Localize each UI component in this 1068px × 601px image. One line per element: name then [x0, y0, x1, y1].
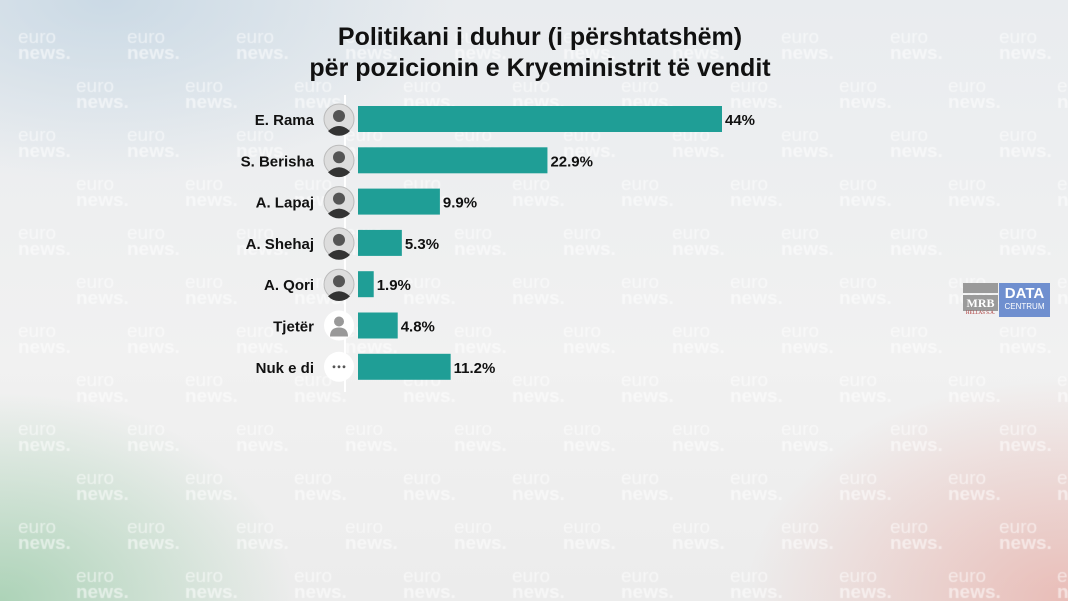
category-label: Tjetër: [273, 319, 314, 336]
value-label: 22.9%: [550, 153, 593, 170]
category-label: A. Shehaj: [246, 236, 314, 253]
value-label: 4.8%: [401, 319, 435, 336]
avatar-body: [328, 208, 350, 219]
ellipsis-dot: [342, 365, 346, 369]
logo-centrum: CENTRUM: [1004, 302, 1045, 311]
avatar-head: [333, 233, 345, 246]
bar: [358, 188, 440, 215]
logo-hellas: HELLAS S.A.: [965, 311, 996, 316]
value-label: 5.3%: [405, 236, 439, 253]
value-label: 9.9%: [443, 195, 477, 212]
category-label: Nuk e di: [256, 360, 314, 377]
person-icon-body: [330, 327, 348, 337]
bar: [358, 312, 398, 339]
avatar-head: [333, 151, 345, 164]
bar: [358, 353, 451, 380]
logo-data: DATA: [1004, 285, 1045, 302]
value-label: 44%: [725, 112, 755, 129]
value-label: 11.2%: [454, 360, 496, 377]
category-label: S. Berisha: [241, 153, 315, 170]
person-icon-head: [334, 316, 344, 327]
category-label: E. Rama: [255, 112, 315, 129]
avatar-head: [333, 192, 345, 205]
logo-data-centrum: DATA CENTRUM: [999, 283, 1050, 317]
bar: [358, 271, 374, 298]
bar: [358, 106, 722, 132]
logo-bar: [963, 283, 998, 293]
avatar-body: [328, 167, 350, 178]
avatar-body: [328, 291, 350, 302]
ellipsis-dot: [332, 365, 336, 369]
bar: [358, 147, 548, 174]
ellipsis-dot: [337, 365, 341, 369]
category-label: A. Qori: [264, 277, 314, 294]
avatar-body: [328, 126, 350, 136]
chart-title: Politikani i duhur (i përshtatshëm) për …: [230, 22, 850, 84]
avatar-head: [333, 110, 345, 122]
bar: [358, 229, 402, 256]
title-line-2: për pozicionin e Kryeministrit të vendit: [309, 54, 771, 82]
value-label: 1.9%: [377, 277, 411, 294]
mrb-data-centrum-logo: MRB HELLAS S.A. DATA CENTRUM: [963, 283, 1050, 317]
category-label: A. Lapaj: [256, 195, 314, 212]
avatar-body: [328, 249, 350, 260]
avatar-head: [333, 275, 345, 288]
logo-mrb: MRB: [963, 295, 998, 311]
title-line-1: Politikani i duhur (i përshtatshëm): [337, 23, 743, 51]
